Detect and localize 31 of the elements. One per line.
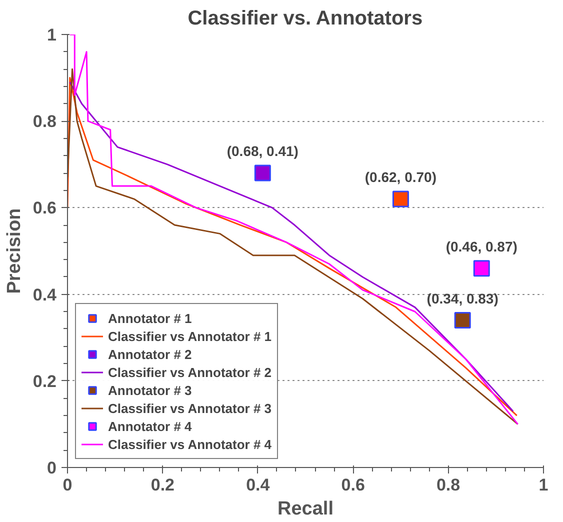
x-tick-label: 0.8 <box>436 476 460 494</box>
point <box>254 164 271 182</box>
x-tick-label: 0.4 <box>246 476 270 494</box>
point <box>454 312 471 329</box>
legend-label: Annotator # 2 <box>108 346 192 363</box>
x-tick-label: 0 <box>62 476 72 494</box>
legend-label: Annotator # 1 <box>108 310 192 327</box>
annotation: (0.68, 0.41) <box>226 143 298 160</box>
legend-label: Classifier vs Annotator # 1 <box>108 328 272 345</box>
x-axis-title: Recall <box>278 498 334 520</box>
legend-label: Annotator # 3 <box>108 382 192 399</box>
y-tick-label: 0 <box>47 458 57 478</box>
y-axis-title: Precision <box>4 208 25 294</box>
annotation: (0.62, 0.70) <box>364 169 437 186</box>
annotation: (0.46, 0.87) <box>446 238 518 254</box>
x-tick-label: 0.6 <box>341 476 365 494</box>
y-tick-label: 0.4 <box>32 285 58 304</box>
x-tick-label: 1 <box>538 476 548 494</box>
point <box>392 190 409 208</box>
x-tick-label: 0.2 <box>150 476 175 494</box>
annotation: (0.34, 0.83) <box>426 290 498 306</box>
legend-label: Classifier vs Annotator # 4 <box>108 436 272 453</box>
legend-label: Annotator # 4 <box>108 418 192 435</box>
y-tick-label: 0.2 <box>32 372 57 391</box>
point <box>473 260 490 277</box>
legend-label: Classifier vs Annotator # 3 <box>108 400 272 417</box>
legend-label: Classifier vs Annotator # 2 <box>108 364 272 381</box>
y-tick-label: 0.6 <box>32 198 57 218</box>
chart-title: Classifier vs. Annotators <box>188 8 423 30</box>
y-tick-label: 0.8 <box>32 112 57 132</box>
y-tick-label: 1 <box>47 26 57 44</box>
